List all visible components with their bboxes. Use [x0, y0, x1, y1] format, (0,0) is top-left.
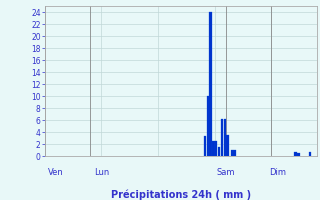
Bar [233, 150, 236, 156]
Bar [209, 12, 212, 156]
Text: Ven: Ven [48, 168, 64, 177]
Bar [221, 119, 223, 156]
Bar [308, 152, 311, 156]
Bar [223, 119, 226, 156]
Bar [226, 135, 229, 156]
Bar [231, 150, 233, 156]
Text: Dim: Dim [268, 168, 286, 177]
Bar [294, 152, 297, 156]
Bar [215, 141, 217, 156]
Text: Précipitations 24h ( mm ): Précipitations 24h ( mm ) [111, 189, 251, 200]
Bar [218, 147, 220, 156]
Bar [297, 153, 300, 156]
Bar [206, 96, 209, 156]
Bar [212, 141, 215, 156]
Text: Sam: Sam [217, 168, 236, 177]
Bar [204, 136, 206, 156]
Text: Lun: Lun [94, 168, 109, 177]
